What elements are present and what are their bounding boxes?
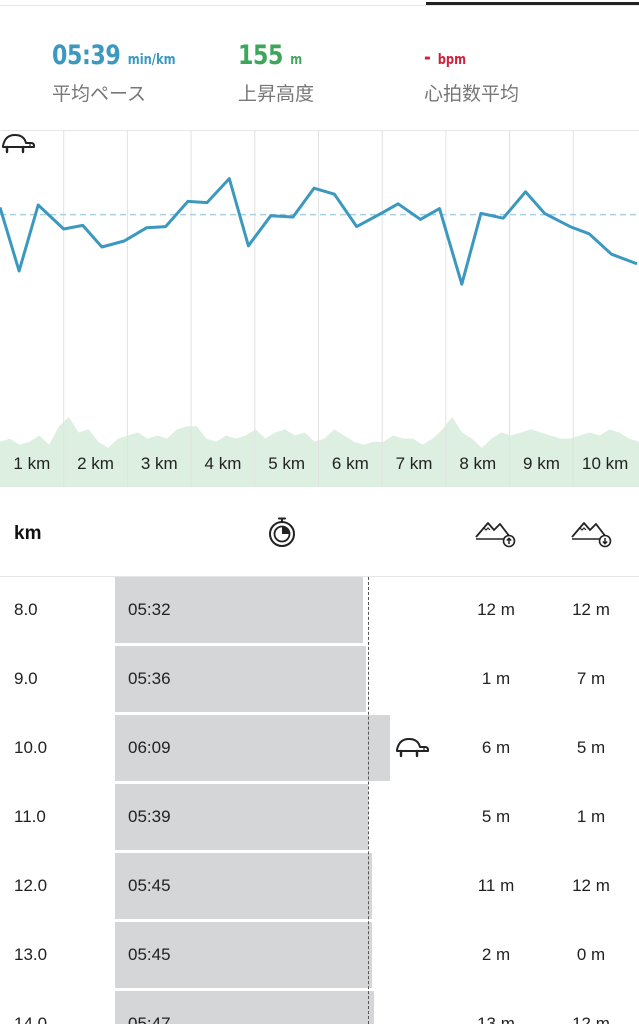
split-time: 05:39 (128, 807, 171, 826)
split-row[interactable]: 9.0 05:36 1 m 7 m (0, 646, 639, 712)
split-row[interactable]: 10.0 06:09 6 m 5 m (0, 715, 639, 781)
x-tick-label: 6 km (332, 454, 369, 473)
x-tick-label: 8 km (459, 454, 496, 473)
stat-elevation-gain: 155 m 上昇高度 (238, 42, 316, 106)
split-pace-bar (115, 922, 372, 988)
elevation-unit: m (290, 52, 303, 68)
split-pace-bar (115, 784, 368, 850)
slowest-split-turtle-icon (396, 738, 429, 758)
header-km: km (14, 523, 42, 544)
split-descent: 0 m (576, 945, 606, 964)
pace-chart[interactable]: 1 km 2 km 3 km 4 km 5 km 6 km 7 km 8 km 9 km 10 k… (0, 130, 639, 487)
x-tick-label: 1 km (13, 454, 50, 473)
x-tick-label: 4 km (205, 454, 242, 473)
split-row[interactable]: 14.0 05:47 13 m 12 m (0, 991, 639, 1024)
split-km: 10.0 (14, 738, 48, 757)
mountain-ascent-icon[interactable] (474, 515, 518, 549)
pace-series-line (0, 177, 638, 286)
split-km: 11.0 (14, 807, 46, 826)
split-ascent: 12 m (477, 600, 515, 619)
split-row[interactable]: 8.0 05:32 12 m 12 m (0, 577, 639, 643)
elevation-label: 上昇高度 (238, 84, 315, 105)
summary-stats: 05:39 min/km 平均ペース 155 m 上昇高度 - bpm 心拍数平… (0, 42, 639, 112)
split-pace-bar (115, 646, 366, 712)
split-row[interactable]: 11.0 05:39 5 m 1 m (0, 784, 639, 850)
x-tick-label: 7 km (396, 454, 433, 473)
x-tick-label: 10 km (582, 454, 628, 473)
split-km: 14.0 (14, 1014, 48, 1024)
split-pace-bar (115, 991, 374, 1024)
heart-rate-unit: bpm (437, 52, 467, 68)
pace-value: 05:39 (52, 40, 121, 71)
turtle-icon (2, 134, 35, 154)
splits-table-header: km (0, 487, 639, 577)
split-km: 9.0 (14, 669, 38, 688)
x-tick-label: 9 km (523, 454, 560, 473)
split-descent: 5 m (576, 738, 606, 757)
split-descent: 1 m (576, 807, 606, 826)
split-km: 13.0 (14, 945, 48, 964)
split-km: 8.0 (14, 600, 38, 619)
pace-chart-canvas: 1 km 2 km 3 km 4 km 5 km 6 km 7 km 8 km 9 km 10 k… (0, 131, 639, 487)
split-time: 05:32 (128, 600, 171, 619)
stat-average-pace: 05:39 min/km 平均ペース (52, 42, 203, 106)
pace-label: 平均ペース (52, 84, 147, 105)
x-tick-label: 2 km (77, 454, 114, 473)
split-time: 06:09 (128, 738, 171, 757)
active-tab-indicator (426, 2, 639, 5)
stopwatch-icon[interactable] (265, 515, 299, 549)
elevation-area (0, 417, 639, 487)
split-pace-bar (115, 853, 372, 919)
split-row[interactable]: 13.0 05:45 2 m 0 m (0, 922, 639, 988)
split-time: 05:45 (128, 876, 171, 895)
top-tab-bar (0, 0, 639, 6)
split-time: 05:47 (128, 1014, 171, 1024)
split-descent: 12 m (572, 1014, 610, 1024)
x-tick-label: 5 km (268, 454, 305, 473)
split-km: 12.0 (14, 876, 48, 895)
pace-unit: min/km (127, 52, 176, 68)
split-pace-bar (115, 577, 363, 643)
stat-heart-rate: - bpm 心拍数平均 (424, 42, 519, 106)
split-time: 05:45 (128, 945, 171, 964)
split-ascent: 13 m (477, 1014, 515, 1024)
split-pace-bar (115, 715, 390, 781)
x-tick-label: 3 km (141, 454, 178, 473)
split-row[interactable]: 12.0 05:45 11 m 12 m (0, 853, 639, 919)
mountain-descent-icon[interactable] (570, 515, 614, 549)
split-descent: 12 m (572, 876, 610, 895)
heart-rate-label: 心拍数平均 (424, 84, 520, 105)
heart-rate-value: - (424, 45, 431, 69)
split-ascent: 11 m (477, 876, 515, 895)
split-time: 05:36 (128, 669, 171, 688)
split-ascent: 2 m (481, 945, 511, 964)
average-pace-line (368, 577, 369, 1024)
split-descent: 12 m (572, 600, 610, 619)
split-descent: 7 m (576, 669, 606, 688)
split-ascent: 5 m (481, 807, 511, 826)
split-ascent: 1 m (481, 669, 511, 688)
split-ascent: 6 m (481, 738, 511, 757)
elevation-value: 155 (238, 40, 283, 71)
